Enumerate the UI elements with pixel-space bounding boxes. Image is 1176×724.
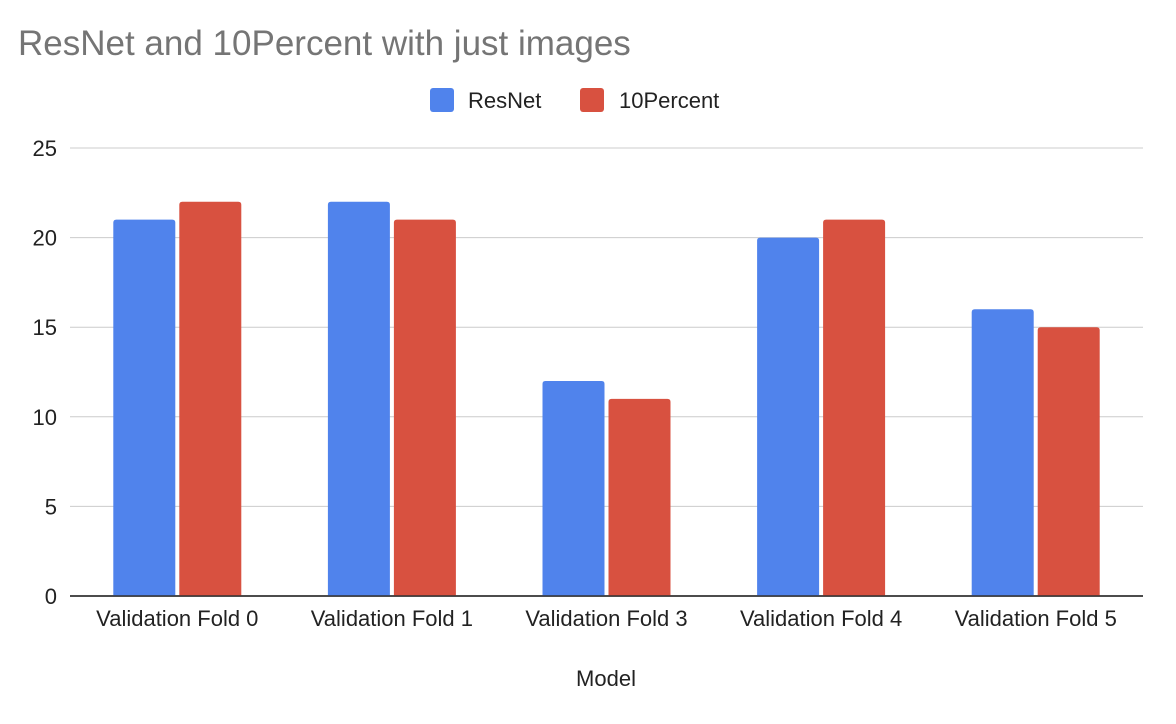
y-tick-label: 15 (33, 315, 57, 340)
x-axis-ticks: Validation Fold 0 Validation Fold 1 Valida… (96, 606, 1117, 631)
bar-resnet-3 (757, 237, 820, 596)
x-tick-label: Validation Fold 0 (96, 606, 258, 631)
legend-label-resnet: ResNet (468, 88, 541, 113)
y-tick-label: 5 (45, 494, 57, 519)
y-tick-label: 25 (33, 136, 57, 161)
x-tick-label: Validation Fold 4 (740, 606, 902, 631)
legend: ResNet 10Percent (430, 88, 719, 113)
bars (70, 201, 1143, 597)
legend-swatch-resnet (430, 88, 454, 112)
bar-resnet-0 (113, 219, 176, 596)
y-tick-label: 10 (33, 405, 57, 430)
bar-10percent-1 (393, 219, 456, 596)
bar-resnet-1 (327, 201, 390, 596)
x-axis-label: Model (576, 666, 636, 691)
y-tick-label: 0 (45, 584, 57, 609)
x-tick-label: Validation Fold 1 (311, 606, 473, 631)
y-tick-label: 20 (33, 226, 57, 251)
legend-swatch-10percent (580, 88, 604, 112)
x-tick-label: Validation Fold 3 (525, 606, 687, 631)
bar-10percent-3 (823, 219, 886, 596)
bar-10percent-0 (179, 201, 242, 596)
y-axis-ticks: 0 5 10 15 20 25 (33, 136, 57, 609)
chart-title: ResNet and 10Percent with just images (18, 24, 631, 63)
x-tick-label: Validation Fold 5 (955, 606, 1117, 631)
bar-resnet-4 (971, 309, 1034, 596)
bar-10percent-2 (608, 398, 671, 596)
bar-resnet-2 (542, 380, 605, 596)
legend-label-10percent: 10Percent (619, 88, 719, 113)
bar-10percent-4 (1037, 327, 1100, 596)
